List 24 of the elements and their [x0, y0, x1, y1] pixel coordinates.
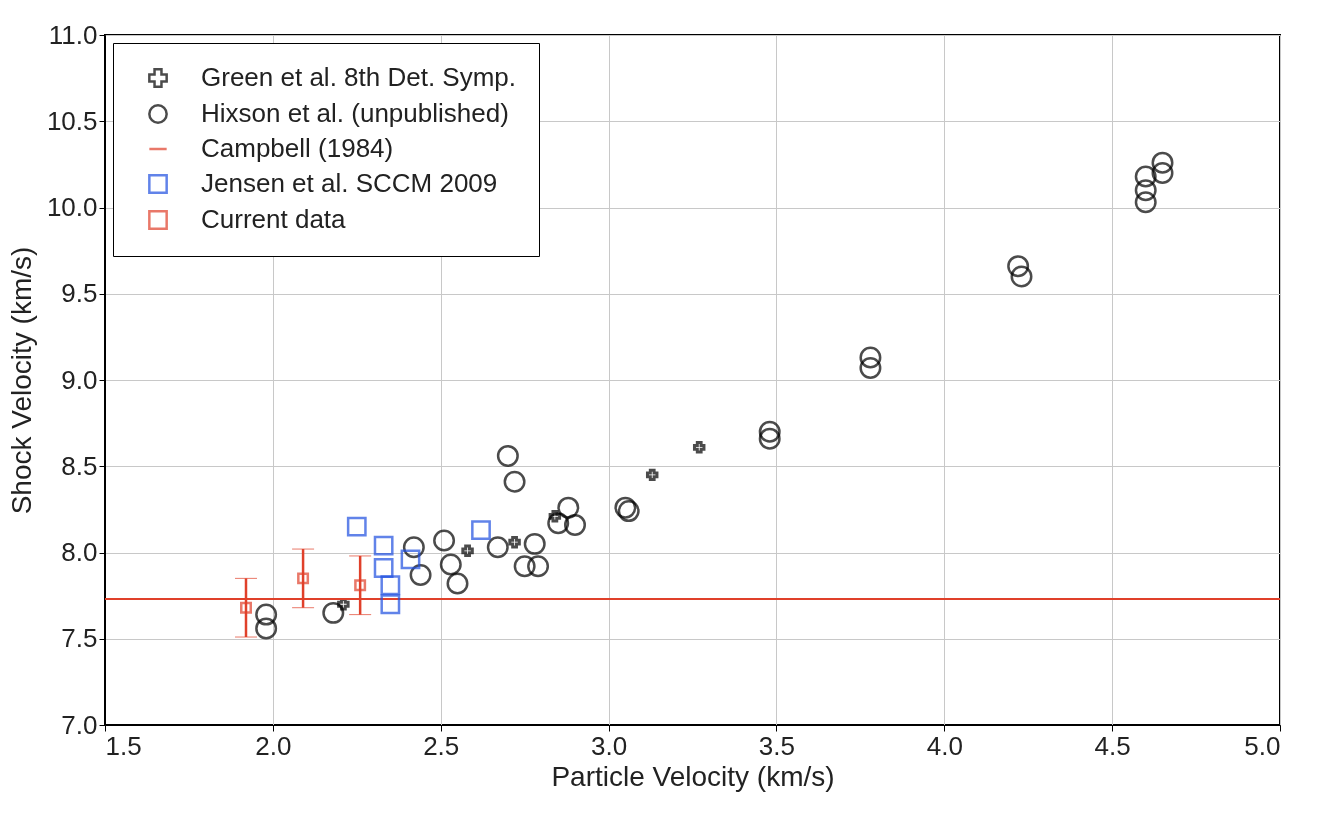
x-tick-label: 2.0 [255, 730, 292, 761]
x-tick-label: 4.0 [926, 730, 963, 761]
y-tick-label: 7.5 [61, 623, 98, 654]
y-tick-label: 9.5 [61, 278, 98, 309]
y-tick-label: 10.5 [46, 105, 98, 136]
legend-label: Jensen et al. SCCM 2009 [201, 168, 498, 198]
x-axis-title: Particle Velocity (km/s) [551, 760, 835, 792]
legend-label: Current data [201, 204, 347, 234]
x-tick-label: 3.5 [758, 730, 796, 761]
y-tick-label: 11.0 [48, 19, 98, 50]
legend-label: Green et al. 8th Det. Symp. [201, 62, 517, 92]
y-tick-label: 7.0 [61, 709, 98, 740]
legend-label: Hixson et al. (unpublished) [201, 98, 509, 128]
x-tick-label: 5.0 [1244, 730, 1281, 761]
y-tick-label: 9.0 [61, 364, 98, 395]
y-axis-title: Shock Velocity (km/s) [5, 246, 37, 515]
y-tick-label: 8.0 [61, 537, 98, 567]
y-tick-label: 10.0 [46, 192, 98, 222]
legend-label: Campbell (1984) [201, 133, 394, 163]
x-tick-label: 3.0 [590, 730, 628, 761]
y-tick-label: 8.5 [61, 450, 98, 481]
x-tick-label: 1.5 [105, 730, 142, 761]
x-tick-label: 4.5 [1094, 730, 1131, 761]
x-tick-label: 2.5 [423, 730, 460, 761]
